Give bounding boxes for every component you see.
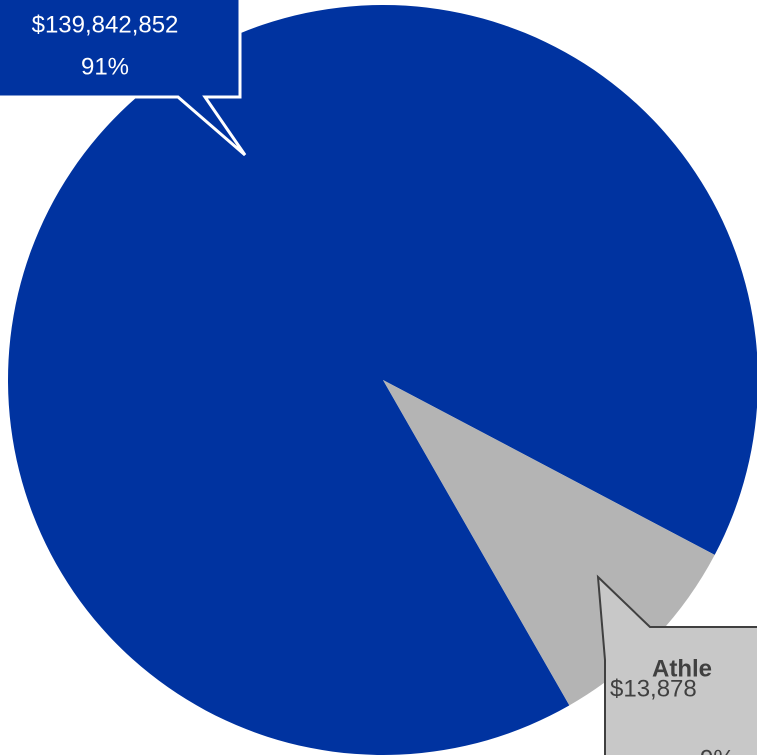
value-label: 9% (700, 745, 735, 755)
callout-box (0, 0, 247, 157)
category-label: Athle (652, 655, 712, 682)
amount-label: $139,842,852 (32, 11, 179, 38)
pie-slice (8, 5, 757, 755)
amount-label: $13,878 (610, 675, 697, 702)
value-label: 91% (81, 53, 129, 80)
callout-box (596, 574, 757, 755)
